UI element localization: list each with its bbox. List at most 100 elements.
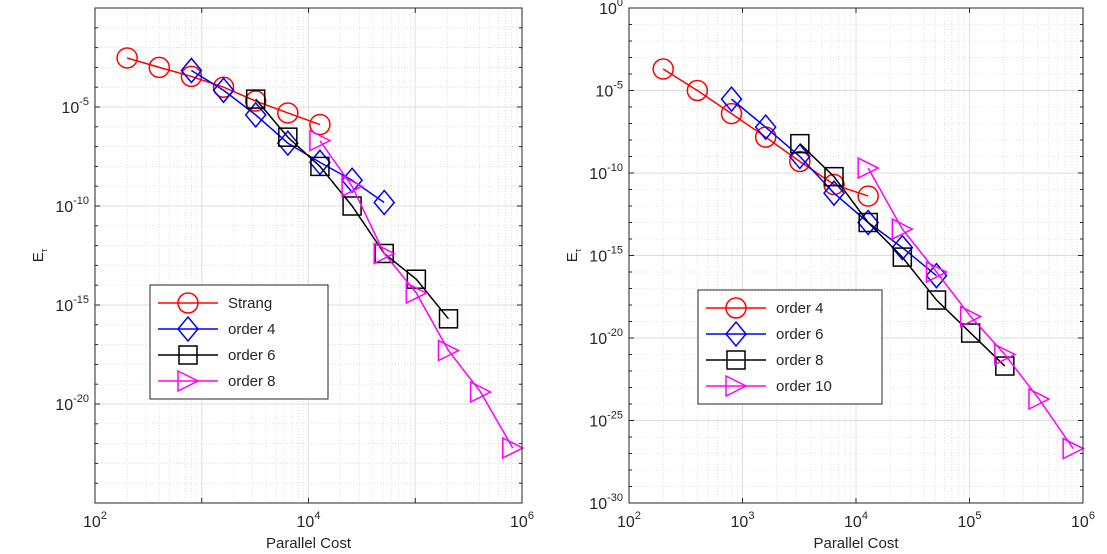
- left-data-point: [245, 89, 266, 109]
- right-data-point: [823, 179, 845, 207]
- right-data-point: [925, 262, 948, 289]
- left-legend-label: order 4: [228, 321, 276, 338]
- chart-right: 102 103 104 105 106 100 10-5 10-10 10-15 10-20 10-…: [564, 0, 1095, 552]
- left-data-point: [212, 77, 235, 104]
- left-x-tick-label: 106: [510, 510, 534, 531]
- left-series-line-1: [191, 69, 385, 204]
- left-data-point: [310, 156, 330, 177]
- right-y-tick-label: 10-30: [589, 492, 623, 513]
- right-legend-marker: [726, 350, 746, 370]
- left-legend-marker: [177, 292, 199, 314]
- left-data-point: [405, 281, 429, 305]
- right-data-point: [960, 323, 981, 343]
- left-series-line-2: [255, 98, 450, 320]
- left-data-point: [373, 189, 396, 216]
- right-data-point: [789, 150, 811, 173]
- right-legend: order 4 order 6 order 8 order 10: [697, 289, 883, 405]
- right-data-point: [823, 173, 845, 196]
- left-y-axis-label: Eτ: [30, 248, 49, 262]
- left-x-tick-label: 102: [83, 510, 107, 531]
- left-data-point: [148, 56, 171, 79]
- left-data-point: [373, 242, 396, 265]
- left-y-tick-label: 10-15: [55, 294, 89, 315]
- left-data-point: [308, 149, 331, 176]
- right-legend-label: order 8: [776, 352, 824, 369]
- left-series-line-0: [126, 57, 321, 126]
- left-legend-box: [149, 284, 329, 400]
- right-y-tick-label: 10-20: [589, 327, 623, 348]
- right-series-0: [652, 58, 879, 207]
- left-legend-marker: [177, 369, 200, 393]
- right-data-point: [790, 133, 810, 154]
- right-legend-marker: [725, 374, 748, 398]
- left-data-point: [116, 47, 138, 69]
- right-y-tick-label: 10-5: [595, 80, 623, 101]
- left-legend-label: order 8: [228, 373, 276, 390]
- left-y-tick-label: 10-10: [55, 195, 89, 216]
- right-series-line-3: [867, 167, 1074, 449]
- right-x-tick-label: 102: [617, 510, 641, 531]
- left-x-tick-label: 104: [297, 510, 321, 531]
- right-data-point: [926, 290, 947, 310]
- right-data-point: [720, 102, 743, 125]
- right-data-point: [857, 156, 880, 180]
- right-data-point: [754, 113, 777, 141]
- left-series-3: [309, 129, 525, 460]
- right-data-point: [857, 209, 880, 236]
- left-legend-marker: [178, 345, 198, 365]
- right-x-tick-label: 103: [731, 510, 755, 531]
- left-data-point: [309, 129, 332, 152]
- right-y-tick-label: 10-15: [589, 245, 623, 266]
- right-data-point: [1028, 387, 1051, 411]
- right-legend-marker: [725, 320, 747, 348]
- left-data-point: [244, 90, 267, 112]
- left-data-point: [244, 101, 267, 129]
- right-x-tick-label: 105: [958, 510, 982, 531]
- right-data-point: [858, 212, 878, 233]
- left-data-point: [309, 113, 331, 136]
- right-y-tick-label: 10-25: [589, 410, 623, 431]
- right-x-tick-label: 104: [844, 510, 868, 531]
- left-data-point: [278, 127, 298, 147]
- right-data-point: [1062, 437, 1085, 460]
- left-x-axis-label: Parallel Cost: [266, 535, 352, 552]
- right-x-tick-label: 106: [1071, 510, 1095, 531]
- left-data-point: [180, 57, 203, 84]
- right-data-point: [824, 166, 844, 187]
- right-data-point: [994, 343, 1017, 366]
- left-data-point: [341, 174, 364, 198]
- right-legend-box: [697, 289, 883, 405]
- right-series-line-0: [662, 68, 869, 197]
- chart-left: 102 104 106 10-5 10-10 10-15 10-20 Parallel Cos…: [30, 7, 534, 552]
- left-y-tick-label: 10-20: [55, 393, 89, 414]
- right-data-point: [891, 217, 915, 241]
- right-data-point: [925, 260, 949, 284]
- right-y-axis-label: Eτ: [564, 248, 583, 262]
- left-legend-label: order 6: [228, 347, 276, 364]
- right-y-tick-label: 100: [599, 0, 623, 18]
- left-series-line-3: [319, 140, 514, 449]
- right-data-point: [959, 305, 983, 328]
- left-data-point: [276, 129, 299, 157]
- left-data-point: [437, 339, 461, 362]
- left-legend-label: Strang: [228, 295, 272, 312]
- right-x-axis-label: Parallel Cost: [813, 535, 899, 552]
- left-data-point: [502, 436, 525, 460]
- right-data-point: [857, 185, 879, 207]
- right-series-line-2: [799, 143, 1006, 367]
- left-data-point: [438, 309, 459, 329]
- right-data-point: [891, 234, 914, 261]
- left-data-point: [277, 102, 299, 124]
- right-series-3: [857, 156, 1085, 460]
- right-legend-label: order 10: [776, 378, 832, 395]
- left-data-point: [469, 380, 493, 404]
- right-data-point: [720, 85, 743, 113]
- right-y-tick-label: 10-10: [589, 162, 623, 183]
- right-data-point: [652, 58, 674, 80]
- right-legend-label: order 6: [776, 326, 824, 343]
- right-legend-marker: [725, 297, 747, 319]
- right-legend-label: order 4: [776, 300, 824, 317]
- right-data-point: [892, 247, 913, 267]
- left-legend-marker: [177, 315, 199, 343]
